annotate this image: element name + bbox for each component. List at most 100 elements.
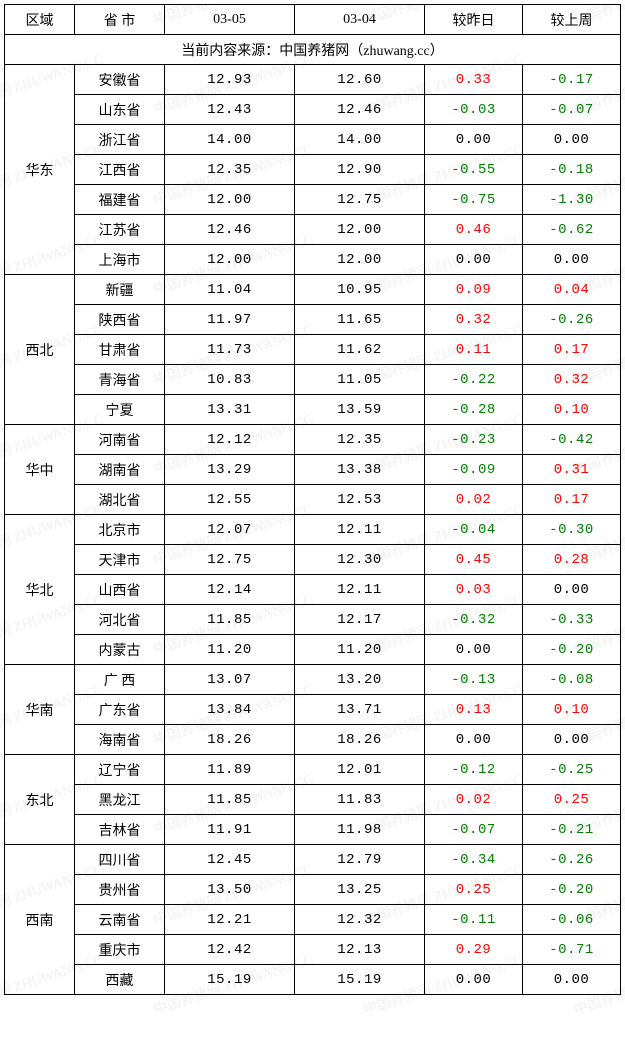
- delta-cell: 0.00: [523, 125, 621, 155]
- delta-cell: -0.75: [425, 185, 523, 215]
- value-cell: 12.42: [165, 935, 295, 965]
- province-cell: 广 西: [75, 665, 165, 695]
- value-cell: 12.60: [295, 65, 425, 95]
- table-row: 江西省12.3512.90-0.55-0.18: [5, 155, 621, 185]
- province-cell: 新疆: [75, 275, 165, 305]
- value-cell: 12.43: [165, 95, 295, 125]
- delta-cell: -0.26: [523, 845, 621, 875]
- value-cell: 12.93: [165, 65, 295, 95]
- delta-cell: -0.62: [523, 215, 621, 245]
- province-cell: 贵州省: [75, 875, 165, 905]
- delta-cell: -0.42: [523, 425, 621, 455]
- province-cell: 上海市: [75, 245, 165, 275]
- region-cell: 华南: [5, 665, 75, 755]
- province-cell: 福建省: [75, 185, 165, 215]
- value-cell: 12.01: [295, 755, 425, 785]
- table-row: 西北新疆11.0410.950.090.04: [5, 275, 621, 305]
- delta-cell: -0.20: [523, 875, 621, 905]
- delta-cell: 0.09: [425, 275, 523, 305]
- value-cell: 12.07: [165, 515, 295, 545]
- col-delta-week: 较上周: [523, 5, 621, 35]
- region-cell: 华北: [5, 515, 75, 665]
- value-cell: 11.83: [295, 785, 425, 815]
- delta-cell: -1.30: [523, 185, 621, 215]
- delta-cell: 0.00: [523, 245, 621, 275]
- province-cell: 青海省: [75, 365, 165, 395]
- delta-cell: -0.11: [425, 905, 523, 935]
- value-cell: 11.62: [295, 335, 425, 365]
- value-cell: 11.97: [165, 305, 295, 335]
- delta-cell: -0.28: [425, 395, 523, 425]
- delta-cell: -0.32: [425, 605, 523, 635]
- value-cell: 13.38: [295, 455, 425, 485]
- province-cell: 广东省: [75, 695, 165, 725]
- province-cell: 黑龙江: [75, 785, 165, 815]
- value-cell: 14.00: [295, 125, 425, 155]
- table-row: 浙江省14.0014.000.000.00: [5, 125, 621, 155]
- delta-cell: -0.03: [425, 95, 523, 125]
- region-cell: 华中: [5, 425, 75, 515]
- province-cell: 甘肃省: [75, 335, 165, 365]
- delta-cell: 0.10: [523, 395, 621, 425]
- province-cell: 海南省: [75, 725, 165, 755]
- value-cell: 13.20: [295, 665, 425, 695]
- col-province: 省 市: [75, 5, 165, 35]
- delta-cell: -0.23: [425, 425, 523, 455]
- region-cell: 华东: [5, 65, 75, 275]
- table-row: 江苏省12.4612.000.46-0.62: [5, 215, 621, 245]
- value-cell: 13.29: [165, 455, 295, 485]
- value-cell: 11.04: [165, 275, 295, 305]
- col-date2: 03-04: [295, 5, 425, 35]
- province-cell: 辽宁省: [75, 755, 165, 785]
- value-cell: 12.45: [165, 845, 295, 875]
- delta-cell: 0.00: [523, 575, 621, 605]
- province-cell: 北京市: [75, 515, 165, 545]
- value-cell: 13.59: [295, 395, 425, 425]
- value-cell: 12.00: [295, 245, 425, 275]
- value-cell: 12.12: [165, 425, 295, 455]
- value-cell: 11.20: [165, 635, 295, 665]
- province-cell: 云南省: [75, 905, 165, 935]
- province-cell: 西藏: [75, 965, 165, 995]
- value-cell: 12.17: [295, 605, 425, 635]
- table-row: 华东安徽省12.9312.600.33-0.17: [5, 65, 621, 95]
- delta-cell: 0.13: [425, 695, 523, 725]
- table-row: 福建省12.0012.75-0.75-1.30: [5, 185, 621, 215]
- table-row: 山西省12.1412.110.030.00: [5, 575, 621, 605]
- delta-cell: -0.13: [425, 665, 523, 695]
- table-row: 贵州省13.5013.250.25-0.20: [5, 875, 621, 905]
- table-row: 海南省18.2618.260.000.00: [5, 725, 621, 755]
- table-row: 青海省10.8311.05-0.220.32: [5, 365, 621, 395]
- value-cell: 12.46: [295, 95, 425, 125]
- delta-cell: 0.00: [425, 635, 523, 665]
- delta-cell: 0.02: [425, 485, 523, 515]
- delta-cell: -0.04: [425, 515, 523, 545]
- delta-cell: 0.00: [425, 965, 523, 995]
- province-cell: 江苏省: [75, 215, 165, 245]
- delta-cell: -0.55: [425, 155, 523, 185]
- province-cell: 河北省: [75, 605, 165, 635]
- value-cell: 13.71: [295, 695, 425, 725]
- table-row: 云南省12.2112.32-0.11-0.06: [5, 905, 621, 935]
- col-delta-day: 较昨日: [425, 5, 523, 35]
- value-cell: 12.00: [295, 215, 425, 245]
- value-cell: 12.11: [295, 515, 425, 545]
- delta-cell: -0.08: [523, 665, 621, 695]
- delta-cell: -0.07: [523, 95, 621, 125]
- table-row: 黑龙江11.8511.830.020.25: [5, 785, 621, 815]
- value-cell: 15.19: [165, 965, 295, 995]
- delta-cell: -0.33: [523, 605, 621, 635]
- value-cell: 14.00: [165, 125, 295, 155]
- delta-cell: 0.45: [425, 545, 523, 575]
- value-cell: 11.65: [295, 305, 425, 335]
- value-cell: 11.85: [165, 785, 295, 815]
- value-cell: 12.46: [165, 215, 295, 245]
- value-cell: 12.00: [165, 245, 295, 275]
- value-cell: 13.84: [165, 695, 295, 725]
- value-cell: 15.19: [295, 965, 425, 995]
- value-cell: 12.32: [295, 905, 425, 935]
- value-cell: 12.30: [295, 545, 425, 575]
- delta-cell: 0.04: [523, 275, 621, 305]
- value-cell: 12.11: [295, 575, 425, 605]
- delta-cell: 0.17: [523, 335, 621, 365]
